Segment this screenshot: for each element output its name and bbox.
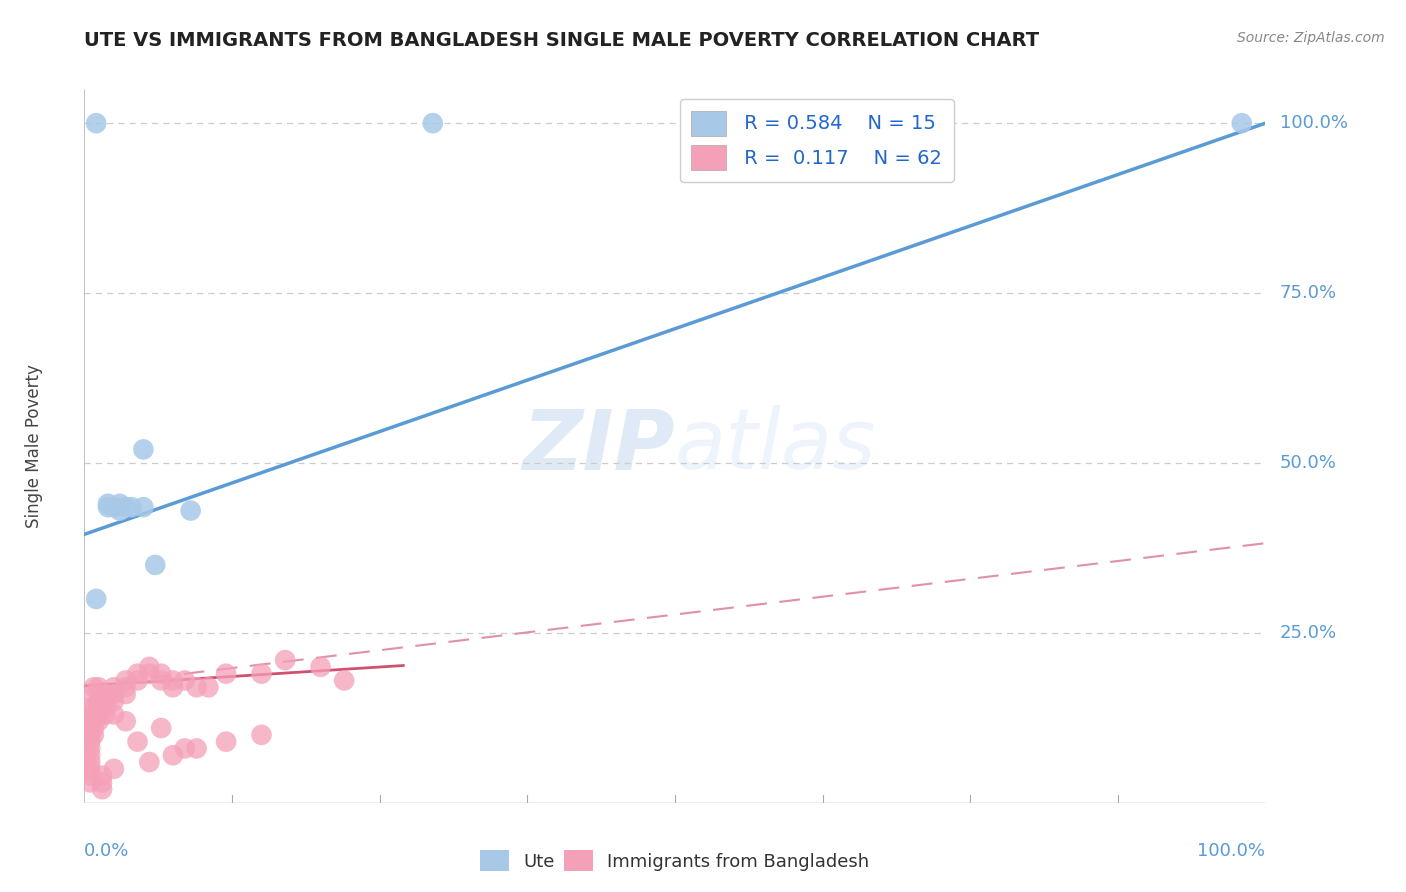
Point: [87, 707, 110, 722]
Point: [114, 687, 136, 701]
Text: Source: ZipAtlas.com: Source: ZipAtlas.com: [1237, 31, 1385, 45]
Point: [309, 660, 332, 674]
Text: atlas: atlas: [675, 406, 876, 486]
Point: [108, 503, 131, 517]
Point: [79, 748, 101, 763]
Point: [94, 687, 117, 701]
Point: [121, 500, 143, 515]
Point: [138, 660, 160, 674]
Point: [180, 503, 202, 517]
Point: [83, 728, 105, 742]
Point: [83, 700, 105, 714]
Point: [84, 591, 107, 606]
Point: [87, 700, 110, 714]
Point: [79, 714, 101, 729]
Point: [250, 666, 273, 681]
Point: [274, 653, 297, 667]
Legend: Ute, Immigrants from Bangladesh: Ute, Immigrants from Bangladesh: [472, 843, 877, 879]
Point: [94, 694, 117, 708]
Point: [103, 707, 125, 722]
Point: [87, 714, 110, 729]
Point: [84, 116, 107, 130]
Text: Single Male Poverty: Single Male Poverty: [25, 364, 44, 528]
Point: [127, 734, 149, 748]
Point: [79, 728, 101, 742]
Point: [91, 769, 114, 783]
Point: [108, 497, 131, 511]
Text: 0.0%: 0.0%: [84, 842, 129, 860]
Point: [114, 680, 136, 694]
Point: [150, 673, 173, 688]
Point: [132, 500, 155, 515]
Point: [87, 694, 110, 708]
Point: [83, 680, 105, 694]
Point: [138, 755, 160, 769]
Text: UTE VS IMMIGRANTS FROM BANGLADESH SINGLE MALE POVERTY CORRELATION CHART: UTE VS IMMIGRANTS FROM BANGLADESH SINGLE…: [84, 31, 1039, 50]
Point: [127, 673, 149, 688]
Point: [114, 714, 136, 729]
Text: ZIP: ZIP: [522, 406, 675, 486]
Point: [103, 694, 125, 708]
Point: [94, 700, 117, 714]
Point: [173, 673, 195, 688]
Point: [83, 707, 105, 722]
Point: [333, 673, 356, 688]
Point: [91, 775, 114, 789]
Point: [132, 442, 155, 457]
Point: [422, 116, 444, 130]
Point: [114, 673, 136, 688]
Point: [97, 497, 120, 511]
Point: [127, 666, 149, 681]
Point: [250, 728, 273, 742]
Point: [143, 558, 166, 572]
Point: [138, 666, 160, 681]
Text: 100.0%: 100.0%: [1279, 114, 1347, 132]
Point: [79, 700, 101, 714]
Point: [103, 500, 125, 515]
Point: [79, 741, 101, 756]
Point: [103, 680, 125, 694]
Point: [103, 762, 125, 776]
Point: [150, 666, 173, 681]
Point: [79, 762, 101, 776]
Legend:  R = 0.584    N = 15,  R =  0.117    N = 62: R = 0.584 N = 15, R = 0.117 N = 62: [679, 99, 953, 182]
Point: [79, 775, 101, 789]
Point: [162, 748, 184, 763]
Text: 75.0%: 75.0%: [1279, 284, 1337, 302]
Point: [186, 680, 208, 694]
Text: 50.0%: 50.0%: [1279, 454, 1337, 472]
Point: [91, 782, 114, 797]
Point: [94, 707, 117, 722]
Point: [79, 755, 101, 769]
Point: [162, 680, 184, 694]
Point: [83, 714, 105, 729]
Point: [215, 734, 238, 748]
Point: [173, 741, 195, 756]
Point: [83, 687, 105, 701]
Point: [79, 769, 101, 783]
Point: [114, 500, 136, 515]
Point: [1230, 116, 1253, 130]
Point: [197, 680, 219, 694]
Point: [79, 734, 101, 748]
Point: [186, 741, 208, 756]
Point: [103, 687, 125, 701]
Text: 100.0%: 100.0%: [1198, 842, 1265, 860]
Point: [87, 680, 110, 694]
Point: [162, 673, 184, 688]
Point: [83, 721, 105, 735]
Point: [215, 666, 238, 681]
Point: [150, 721, 173, 735]
Point: [97, 500, 120, 515]
Text: 25.0%: 25.0%: [1279, 624, 1337, 642]
